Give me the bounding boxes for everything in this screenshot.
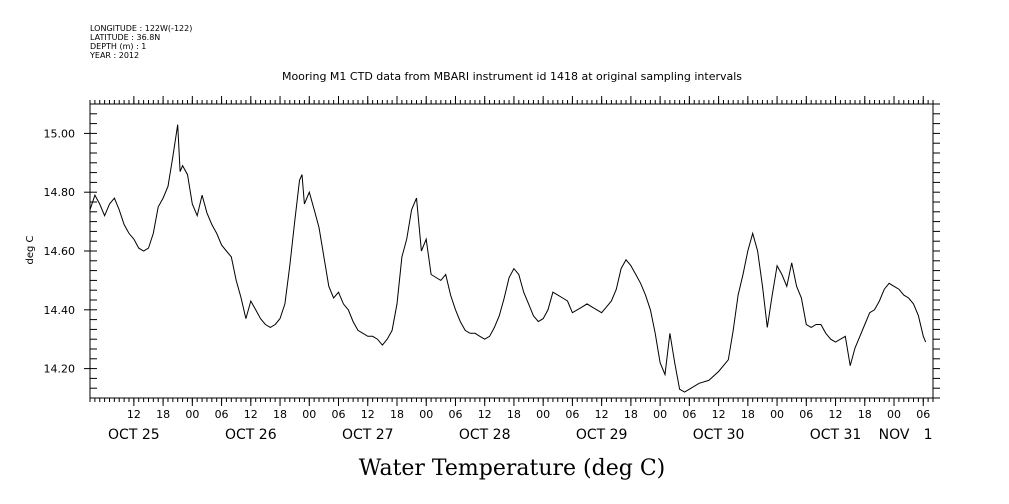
x-tick-label: 12 <box>712 408 726 421</box>
day-label: OCT 28 <box>459 427 511 443</box>
day-label: NOV <box>879 427 910 443</box>
x-tick-label: 12 <box>361 408 375 421</box>
x-tick-label: 18 <box>624 408 638 421</box>
x-tick-labels: 12 18 00 06 12 18 00 06 12 18 00 06 12 18 00 06 12 18 00 06… <box>127 408 930 421</box>
x-tick-label: 06 <box>682 408 696 421</box>
meta-latitude: LATITUDE : 36.8N <box>90 33 160 42</box>
day-label: OCT 26 <box>225 427 277 443</box>
x-tick-label: 00 <box>536 408 550 421</box>
x-tick-label: 12 <box>127 408 141 421</box>
day-labels: OCT 25 OCT 26 OCT 27 OCT 28 OCT 29 OCT 30 OCT … <box>108 427 933 443</box>
x-tick-label: 06 <box>565 408 579 421</box>
x-minor-ticks <box>89 100 934 402</box>
meta-depth: DEPTH (m) : 1 <box>90 42 146 51</box>
x-tick-label: 00 <box>653 408 667 421</box>
x-tick-label: 06 <box>332 408 346 421</box>
x-tick-label: 00 <box>185 408 199 421</box>
x-tick-label: 12 <box>595 408 609 421</box>
x-tick-label: 12 <box>478 408 492 421</box>
y-tick-label: 14.40 <box>44 304 76 317</box>
y-tick-labels: 14.20 14.40 14.60 14.80 15.00 <box>44 127 76 375</box>
x-tick-label: 06 <box>799 408 813 421</box>
meta-block: LONGITUDE : 122W(-122) LATITUDE : 36.8N … <box>89 24 192 60</box>
x-tick-label: 00 <box>887 408 901 421</box>
day-label: OCT 30 <box>693 427 745 443</box>
day-label: OCT 29 <box>576 427 628 443</box>
y-ticks <box>84 103 940 399</box>
day-label: OCT 31 <box>810 427 862 443</box>
day-label: 1 <box>924 427 933 443</box>
x-tick-label: 18 <box>273 408 287 421</box>
x-tick-label: 00 <box>302 408 316 421</box>
x-tick-label: 18 <box>858 408 872 421</box>
x-tick-label: 00 <box>770 408 784 421</box>
x-tick-label: 12 <box>244 408 258 421</box>
day-label: OCT 25 <box>108 427 160 443</box>
series-line <box>89 124 927 393</box>
y-tick-label: 14.60 <box>44 245 76 258</box>
x-tick-label: 06 <box>916 408 930 421</box>
y-tick-label: 14.80 <box>44 186 76 199</box>
x-tick-label: 18 <box>507 408 521 421</box>
y-tick-label: 15.00 <box>44 127 76 140</box>
meta-year: YEAR : 2012 <box>89 51 139 60</box>
x-tick-label: 06 <box>448 408 462 421</box>
plot-frame <box>89 103 934 399</box>
y-axis-label: deg C <box>25 235 36 264</box>
y-tick-label: 14.20 <box>44 363 76 376</box>
x-major-ticks <box>133 96 924 406</box>
day-label: OCT 27 <box>342 427 394 443</box>
x-tick-label: 12 <box>829 408 843 421</box>
chart-title: Mooring M1 CTD data from MBARI instrumen… <box>282 70 742 83</box>
x-tick-label: 18 <box>156 408 170 421</box>
x-tick-label: 18 <box>741 408 755 421</box>
x-tick-label: 18 <box>390 408 404 421</box>
x-axis-label: Water Temperature (deg C) <box>359 456 666 481</box>
meta-longitude: LONGITUDE : 122W(-122) <box>90 24 192 33</box>
x-tick-label: 06 <box>215 408 229 421</box>
x-tick-label: 00 <box>419 408 433 421</box>
